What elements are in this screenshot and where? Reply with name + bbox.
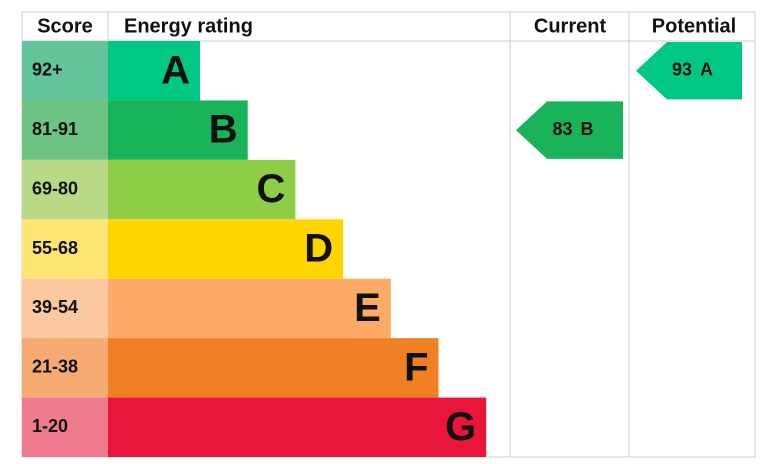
score-cell bbox=[22, 278, 108, 339]
score-cell bbox=[22, 41, 108, 101]
rating-letter: E bbox=[354, 286, 381, 330]
score-label: 55-68 bbox=[32, 238, 78, 258]
score-cell bbox=[22, 397, 108, 457]
header-potential: Potential bbox=[652, 15, 736, 37]
rating-letter: A bbox=[161, 48, 190, 92]
current-rating: B bbox=[581, 119, 594, 139]
rating-letter: F bbox=[404, 345, 428, 389]
rating-letter: G bbox=[445, 405, 476, 449]
score-label: 81-91 bbox=[32, 119, 78, 139]
potential-rating: A bbox=[700, 59, 713, 79]
rating-bar bbox=[108, 338, 439, 398]
rating-bar bbox=[108, 397, 487, 457]
rating-letter: D bbox=[304, 227, 333, 271]
score-cell bbox=[22, 159, 108, 220]
current-arrow bbox=[516, 101, 623, 159]
rating-bar bbox=[108, 219, 344, 279]
rating-bar bbox=[108, 41, 200, 101]
rating-bar bbox=[108, 100, 248, 160]
header-energy-rating: Energy rating bbox=[124, 15, 253, 37]
score-label: 21-38 bbox=[32, 357, 78, 377]
score-cell bbox=[22, 338, 108, 398]
rating-bar bbox=[108, 278, 391, 339]
header-current: Current bbox=[534, 15, 607, 37]
rating-letter: B bbox=[209, 108, 238, 152]
score-cell bbox=[22, 100, 108, 160]
current-score: 83 bbox=[552, 119, 572, 139]
header-score: Score bbox=[37, 15, 93, 37]
potential-score: 93 bbox=[672, 59, 692, 79]
rating-letter: C bbox=[257, 167, 286, 211]
score-label: 69-80 bbox=[32, 178, 78, 198]
score-label: 39-54 bbox=[32, 297, 78, 317]
potential-arrow bbox=[636, 42, 742, 100]
rating-bar bbox=[108, 159, 296, 220]
score-label: 1-20 bbox=[32, 416, 68, 436]
score-label: 92+ bbox=[32, 59, 63, 79]
score-cell bbox=[22, 219, 108, 279]
